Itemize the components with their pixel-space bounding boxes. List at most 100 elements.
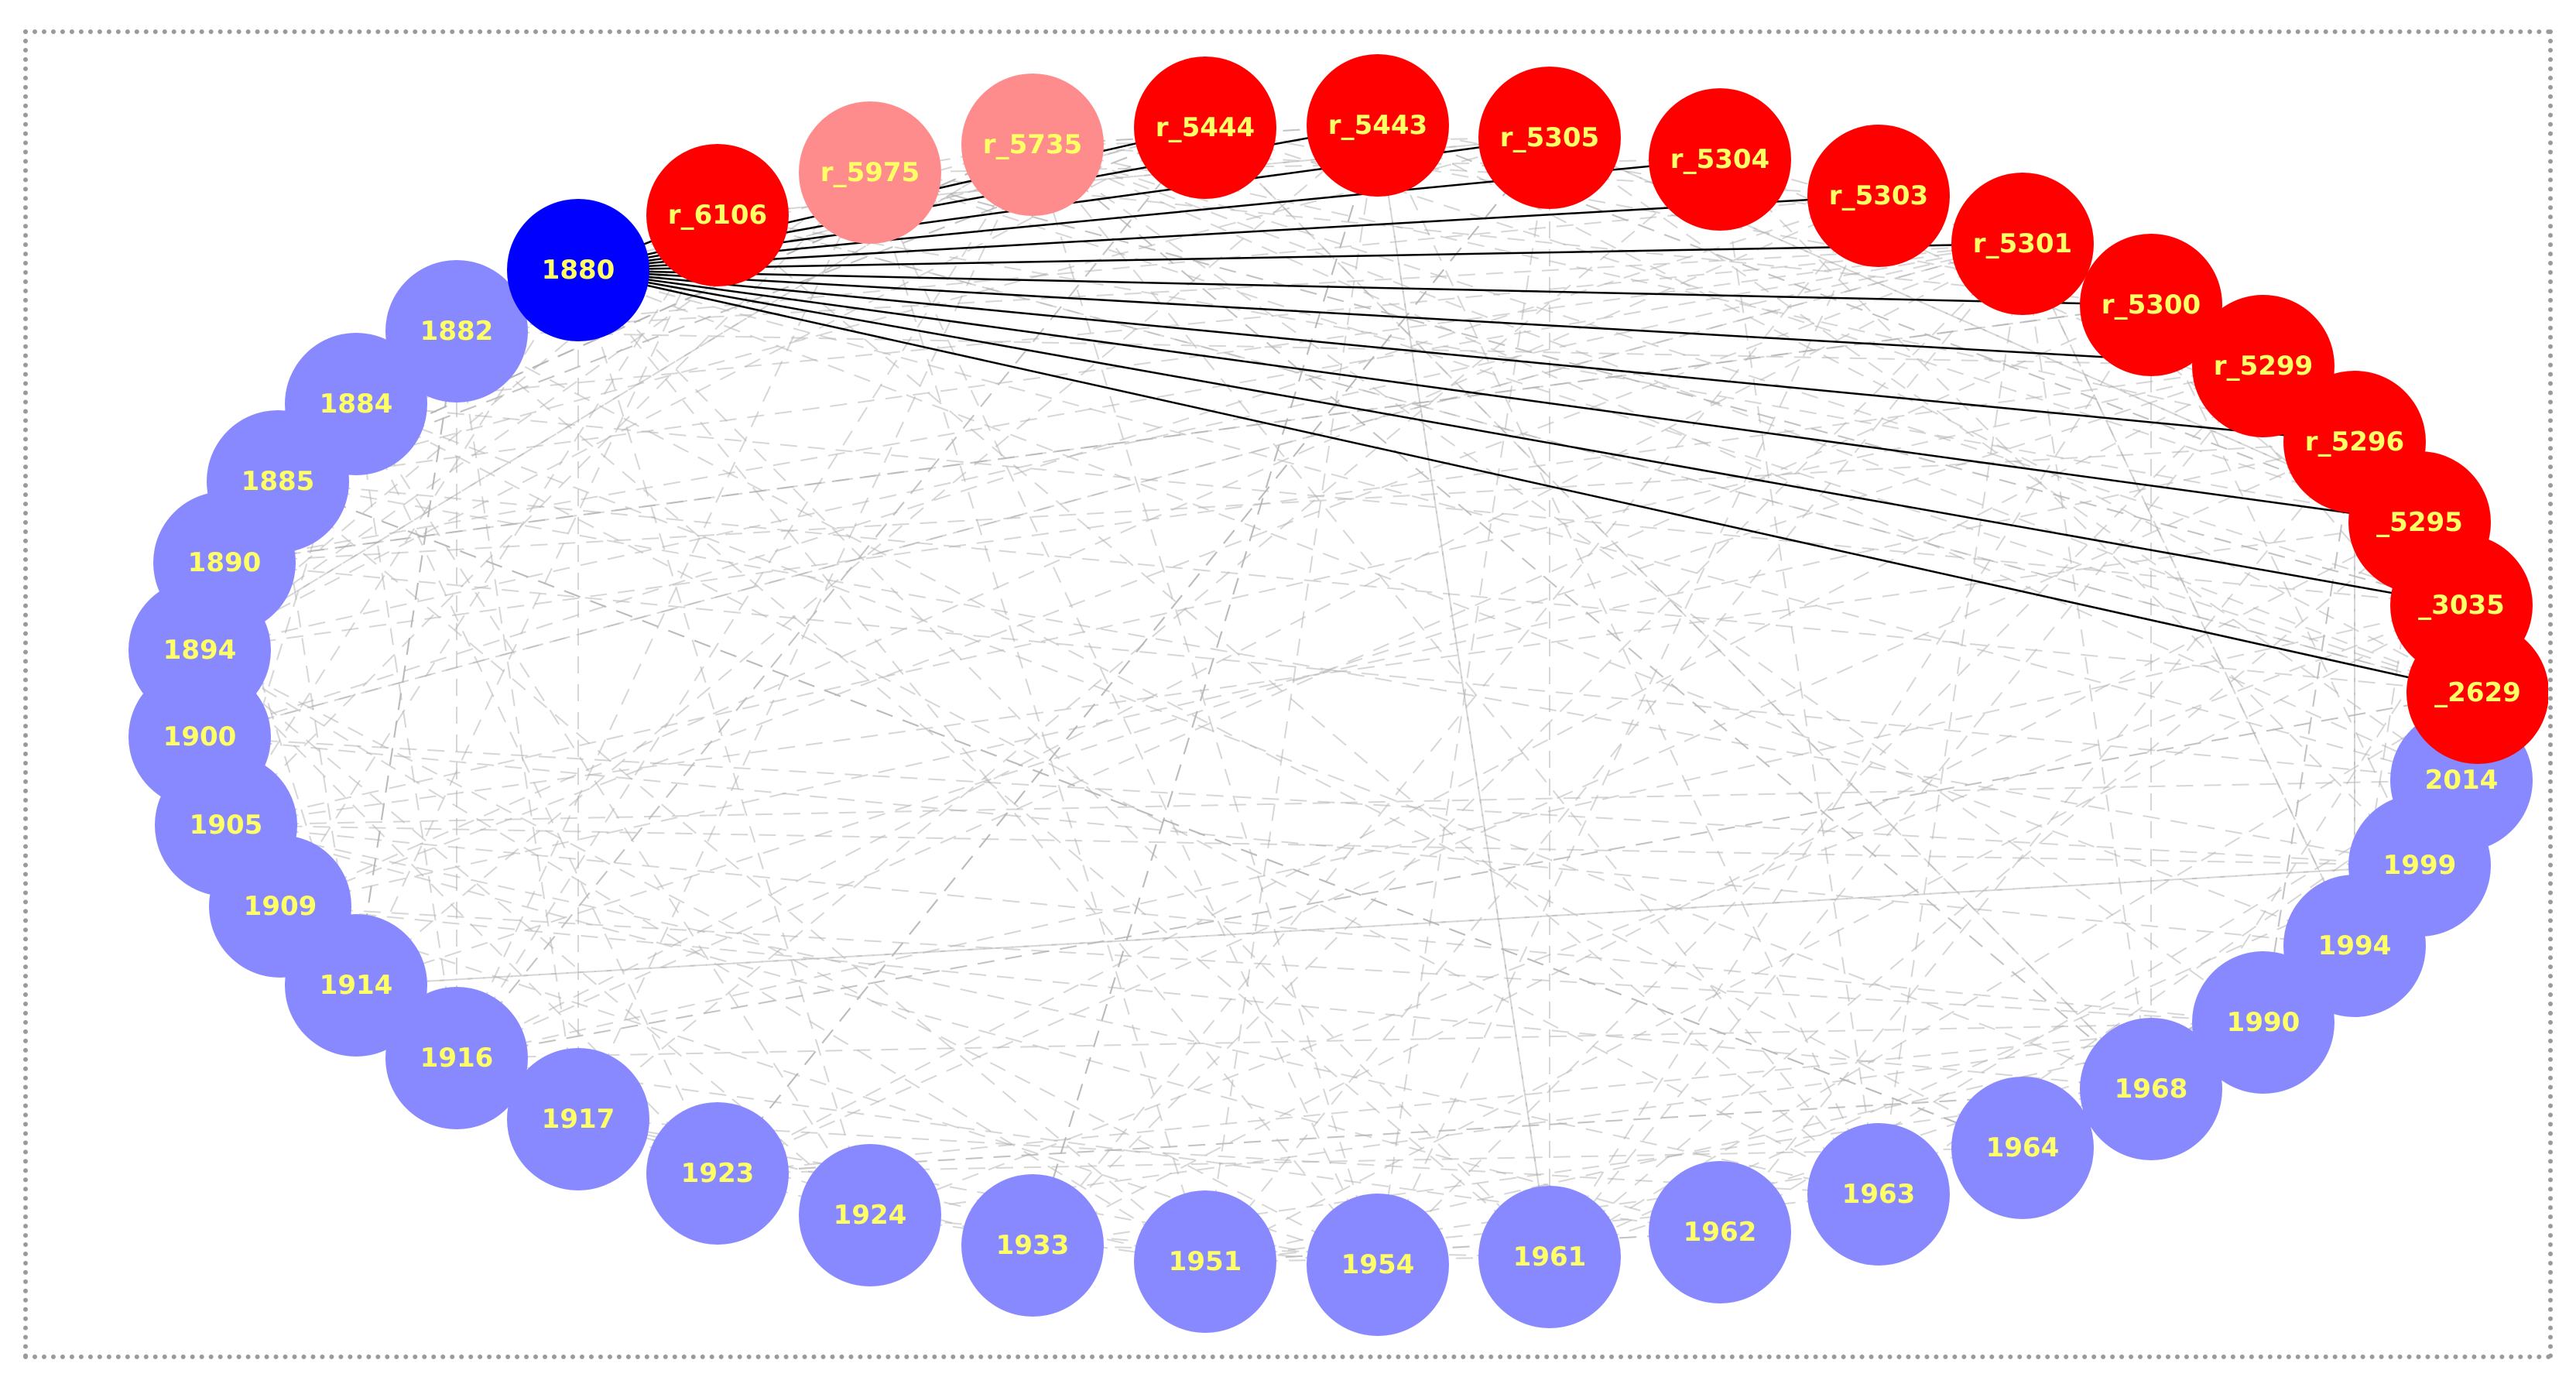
node-r_5443[interactable]: r_5443 bbox=[1307, 54, 1449, 197]
background-edge bbox=[1377, 125, 1550, 1258]
nodes[interactable]: 1882 1884 1885 1890 1894 1900 1905 1909 1914 1916… bbox=[128, 54, 2548, 1336]
node-circle[interactable] bbox=[1134, 57, 1276, 199]
background-edge bbox=[717, 441, 2355, 1174]
background-edge bbox=[224, 304, 2152, 563]
background-edge bbox=[456, 1057, 1721, 1233]
background-edge bbox=[1377, 137, 1550, 1266]
background-edge bbox=[456, 304, 2152, 1059]
node-circle[interactable] bbox=[285, 914, 427, 1057]
node-circle[interactable] bbox=[1134, 1190, 1276, 1333]
node-label: r_5305 bbox=[1500, 122, 1599, 153]
node-r_5305[interactable]: r_5305 bbox=[1478, 67, 1621, 209]
node-r_6106[interactable]: r_6106 bbox=[646, 144, 789, 286]
node-label: 1909 bbox=[244, 891, 317, 922]
node-1962[interactable]: 1962 bbox=[1649, 1161, 1791, 1303]
node-label: 1994 bbox=[2318, 930, 2392, 961]
background-edge bbox=[1719, 159, 1879, 1195]
node-circle[interactable] bbox=[507, 199, 649, 341]
background-edge bbox=[717, 1022, 2264, 1174]
background-edge bbox=[355, 403, 1879, 1195]
network-graph[interactable]: 1882 1884 1885 1890 1894 1900 1905 1909 1914 1916… bbox=[28, 34, 2548, 1355]
background-edge bbox=[225, 824, 2264, 1023]
node-circle[interactable] bbox=[799, 101, 941, 244]
node-1917[interactable]: 1917 bbox=[507, 1048, 649, 1190]
node-circle[interactable] bbox=[1951, 1077, 2094, 1219]
node-label: 1924 bbox=[834, 1200, 907, 1231]
node-1963[interactable]: 1963 bbox=[1807, 1123, 1950, 1266]
background-edge bbox=[279, 214, 718, 907]
node-circle[interactable] bbox=[2080, 234, 2222, 376]
node-1914[interactable]: 1914 bbox=[285, 914, 427, 1057]
node-1968[interactable]: 1968 bbox=[2080, 1018, 2222, 1160]
background-edge bbox=[1878, 243, 2023, 1195]
node-label: r_5303 bbox=[1829, 180, 1928, 211]
node-r_5735[interactable]: r_5735 bbox=[961, 74, 1104, 216]
node-r_2629[interactable]: _2629 bbox=[2406, 622, 2548, 764]
node-label: 1882 bbox=[420, 316, 494, 347]
node-1951[interactable]: 1951 bbox=[1134, 1190, 1276, 1333]
graph-canvas[interactable]: 1882 1884 1885 1890 1894 1900 1905 1909 1914 1916… bbox=[23, 29, 2553, 1359]
node-label: r_5300 bbox=[2102, 289, 2201, 320]
node-r_5304[interactable]: r_5304 bbox=[1649, 88, 1791, 231]
node-1882[interactable]: 1882 bbox=[385, 260, 528, 402]
node-circle[interactable] bbox=[646, 1102, 789, 1245]
node-label: r_5299 bbox=[2214, 351, 2313, 382]
background-edge bbox=[577, 144, 1033, 271]
node-label: _2629 bbox=[2434, 677, 2521, 708]
background-edge bbox=[869, 172, 2152, 306]
background-edge bbox=[225, 824, 1879, 1195]
background-edge bbox=[869, 172, 1206, 1262]
node-1933[interactable]: 1933 bbox=[961, 1174, 1104, 1317]
node-circle[interactable] bbox=[385, 260, 528, 402]
node-r_5301[interactable]: r_5301 bbox=[1951, 173, 2094, 315]
node-circle[interactable] bbox=[1307, 1194, 1449, 1336]
node-circle[interactable] bbox=[1649, 1161, 1791, 1303]
node-1880[interactable]: 1880 bbox=[507, 199, 649, 341]
edge-1880-r_5303 bbox=[608, 193, 1869, 269]
background-edge bbox=[199, 649, 1206, 1262]
node-label: 1880 bbox=[542, 255, 615, 286]
node-circle[interactable] bbox=[961, 1174, 1104, 1317]
node-label: r_5975 bbox=[820, 157, 920, 188]
background-edge bbox=[456, 692, 2478, 1059]
background-edge bbox=[577, 1118, 1879, 1195]
node-1916[interactable]: 1916 bbox=[385, 987, 528, 1129]
background-edge bbox=[1549, 137, 2462, 781]
node-r_5444[interactable]: r_5444 bbox=[1134, 57, 1276, 199]
node-label: 1964 bbox=[1986, 1132, 2060, 1163]
node-circle[interactable] bbox=[1649, 88, 1791, 231]
node-1923[interactable]: 1923 bbox=[646, 1102, 789, 1245]
node-r_5975[interactable]: r_5975 bbox=[799, 101, 941, 244]
node-1954[interactable]: 1954 bbox=[1307, 1194, 1449, 1336]
node-circle[interactable] bbox=[2080, 1018, 2222, 1160]
node-1964[interactable]: 1964 bbox=[1951, 1077, 2094, 1219]
node-label: r_5296 bbox=[2305, 426, 2404, 457]
background-edge bbox=[355, 403, 871, 1216]
node-circle[interactable] bbox=[646, 144, 789, 286]
background-edge bbox=[277, 481, 2420, 866]
node-r_5303[interactable]: r_5303 bbox=[1807, 125, 1950, 267]
node-circle[interactable] bbox=[507, 1048, 649, 1190]
node-circle[interactable] bbox=[1807, 1123, 1950, 1266]
node-circle[interactable] bbox=[799, 1144, 941, 1286]
node-label: r_6106 bbox=[668, 200, 767, 231]
node-1924[interactable]: 1924 bbox=[799, 1144, 941, 1286]
node-circle[interactable] bbox=[1951, 173, 2094, 315]
node-circle[interactable] bbox=[1807, 125, 1950, 267]
node-circle[interactable] bbox=[961, 74, 1104, 216]
background-edge bbox=[717, 214, 2420, 523]
node-label: 1894 bbox=[163, 635, 237, 666]
background-edge bbox=[577, 269, 2355, 947]
node-circle[interactable] bbox=[385, 987, 528, 1129]
node-circle[interactable] bbox=[2406, 622, 2548, 764]
node-label: 1905 bbox=[190, 810, 263, 841]
node-circle[interactable] bbox=[1307, 54, 1449, 197]
background-edge bbox=[1204, 125, 1379, 1262]
background-edge bbox=[869, 1022, 2264, 1216]
node-1961[interactable]: 1961 bbox=[1478, 1186, 1621, 1328]
node-circle[interactable] bbox=[1478, 67, 1621, 209]
node-r_5300[interactable]: r_5300 bbox=[2080, 234, 2222, 376]
background-edge bbox=[2022, 243, 2355, 947]
background-edge bbox=[456, 243, 2023, 1059]
node-circle[interactable] bbox=[1478, 1186, 1621, 1328]
